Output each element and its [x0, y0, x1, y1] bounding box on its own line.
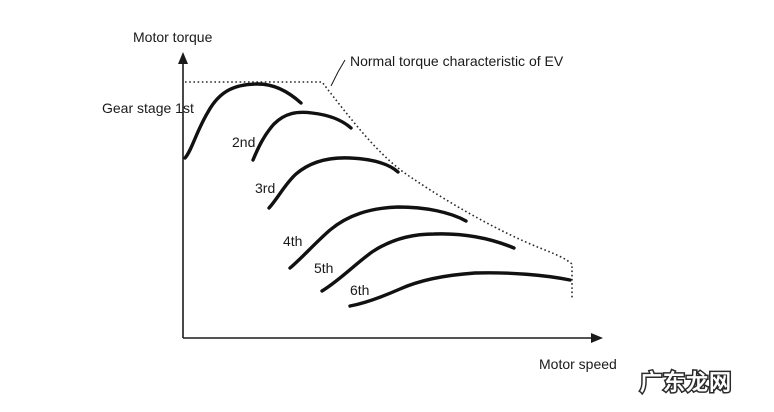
- gear-2-curve: [251, 110, 353, 162]
- gear-4-label: 4th: [283, 233, 302, 249]
- gear-4-curve: [288, 205, 468, 270]
- gear-5-label: 5th: [314, 260, 333, 276]
- y-axis-arrow: [178, 52, 188, 64]
- gear-6-label: 6th: [350, 282, 369, 298]
- x-axis-label: Motor speed: [539, 356, 617, 372]
- gear-5-curve: [320, 232, 516, 293]
- ev-torque-envelope: [185, 81, 573, 298]
- gear-2-label: 2nd: [232, 134, 255, 150]
- x-axis-arrow: [591, 333, 603, 343]
- gear-6-curve: [348, 271, 572, 308]
- envelope-label: Normal torque characteristic of EV: [350, 53, 564, 69]
- y-axis-label: Motor torque: [133, 29, 213, 45]
- gear-1-curve: [183, 82, 303, 160]
- site-watermark: 广东龙网: [640, 370, 732, 396]
- gear-1-label: Gear stage 1st: [102, 100, 194, 116]
- gear-3-label: 3rd: [255, 180, 275, 196]
- gear-3-curve: [267, 156, 400, 210]
- envelope-callout-line: [330, 59, 346, 87]
